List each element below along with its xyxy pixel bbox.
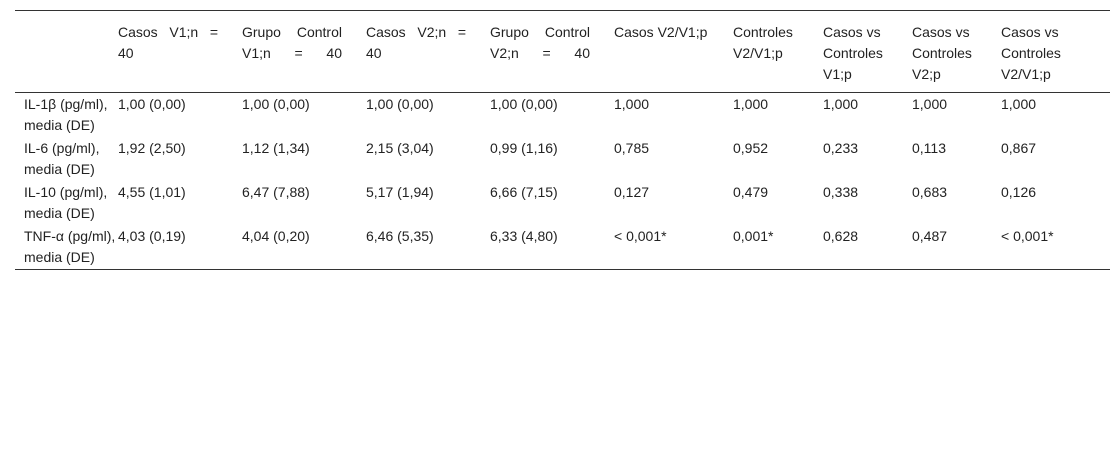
table-cell: 2,15 (3,04) — [366, 140, 434, 156]
table-cell: 1,000 — [733, 96, 769, 112]
column-header: Casos vs Controles V2/V1;p — [1001, 24, 1061, 82]
column-header: Casos V1;n = 40 — [118, 24, 218, 61]
table-cell: 0,952 — [733, 140, 769, 156]
data-table: Casos V1;n = 40 Grupo Control V1;n = 40 Ca… — [15, 10, 1110, 270]
table-cell: < 0,001* — [1001, 228, 1054, 244]
row-label: IL-1β (pg/ml), media (DE) — [24, 96, 108, 133]
row-label: TNF-α (pg/ml), media (DE) — [24, 228, 116, 265]
table-cell: 1,000 — [614, 96, 650, 112]
table-cell: 1,000 — [1001, 96, 1037, 112]
table-container: Casos V1;n = 40 Grupo Control V1;n = 40 Ca… — [15, 10, 1110, 270]
table-cell: 0,001* — [733, 228, 774, 244]
table-cell: 6,33 (4,80) — [490, 228, 558, 244]
table-cell: 4,04 (0,20) — [242, 228, 310, 244]
column-header: Casos vs Controles V2;p — [912, 24, 972, 82]
table-cell: 0,487 — [912, 228, 948, 244]
table-cell: 1,000 — [823, 96, 859, 112]
table-cell: 6,46 (5,35) — [366, 228, 434, 244]
table-row: IL-10 (pg/ml), media (DE) 4,55 (1,01) 6,47… — [15, 181, 1110, 225]
table-cell: 1,92 (2,50) — [118, 140, 186, 156]
table-cell: 1,00 (0,00) — [490, 96, 558, 112]
table-cell: 0,338 — [823, 184, 859, 200]
table-cell: 5,17 (1,94) — [366, 184, 434, 200]
table-cell: 0,785 — [614, 140, 650, 156]
table-cell: 6,66 (7,15) — [490, 184, 558, 200]
table-cell: < 0,001* — [614, 228, 667, 244]
table-cell: 0,233 — [823, 140, 859, 156]
table-cell: 0,867 — [1001, 140, 1037, 156]
column-header — [15, 11, 118, 93]
table-cell: 0,683 — [912, 184, 948, 200]
column-header: Grupo Control V2;n = 40 — [490, 24, 590, 61]
table-cell: 0,628 — [823, 228, 859, 244]
table-cell: 0,479 — [733, 184, 769, 200]
column-header: Casos V2;n = 40 — [366, 24, 466, 61]
table-cell: 1,00 (0,00) — [242, 96, 310, 112]
column-header: Casos V2/V1;p — [614, 24, 708, 40]
row-label: IL-10 (pg/ml), media (DE) — [24, 184, 108, 221]
table-row: IL-6 (pg/ml), media (DE) 1,92 (2,50) 1,12 … — [15, 137, 1110, 181]
table-cell: 1,00 (0,00) — [118, 96, 186, 112]
column-header: Casos vs Controles V1;p — [823, 24, 883, 82]
table-cell: 1,000 — [912, 96, 948, 112]
row-label: IL-6 (pg/ml), media (DE) — [24, 140, 100, 177]
header-row: Casos V1;n = 40 Grupo Control V1;n = 40 Ca… — [15, 10, 1110, 93]
table-cell: 4,03 (0,19) — [118, 228, 186, 244]
column-header: Controles V2/V1;p — [733, 24, 793, 61]
table-cell: 0,99 (1,16) — [490, 140, 558, 156]
table-row: IL-1β (pg/ml), media (DE) 1,00 (0,00) 1,00… — [15, 93, 1110, 138]
table-cell: 1,12 (1,34) — [242, 140, 310, 156]
table-body: IL-1β (pg/ml), media (DE) 1,00 (0,00) 1,00… — [15, 93, 1110, 270]
table-head: Casos V1;n = 40 Grupo Control V1;n = 40 Ca… — [15, 10, 1110, 93]
column-header: Grupo Control V1;n = 40 — [242, 24, 342, 61]
table-row: TNF-α (pg/ml), media (DE) 4,03 (0,19) 4,04… — [15, 225, 1110, 270]
table-cell: 0,126 — [1001, 184, 1037, 200]
table-cell: 4,55 (1,01) — [118, 184, 186, 200]
table-cell: 6,47 (7,88) — [242, 184, 310, 200]
table-cell: 0,113 — [912, 140, 946, 156]
table-cell: 0,127 — [614, 184, 650, 200]
table-cell: 1,00 (0,00) — [366, 96, 434, 112]
